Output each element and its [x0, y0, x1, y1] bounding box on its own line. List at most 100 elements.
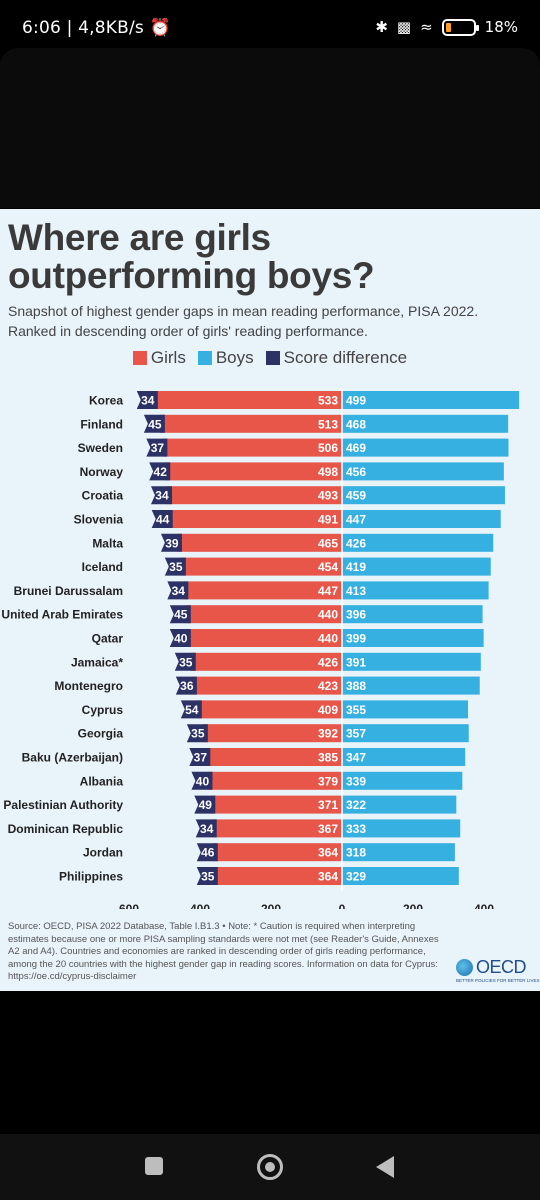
boys-value-label: 499 — [346, 394, 366, 408]
x-tick-label: 200 — [261, 902, 281, 909]
boys-bar — [342, 867, 459, 885]
girls-value-label: 426 — [318, 655, 338, 669]
boys-bar — [342, 748, 466, 766]
girls-bar — [207, 771, 342, 790]
girls-bar — [167, 510, 342, 528]
boys-bar — [342, 605, 483, 624]
status-bar: 6:06 | 4,8KB/s ⏰ ✱ ▩ ≈ 18% — [0, 0, 540, 50]
difference-label: 35 — [201, 870, 215, 884]
boys-bar — [342, 652, 481, 671]
difference-marker — [151, 510, 173, 528]
girls-bar — [159, 414, 342, 433]
legend-label-girls: Girls — [150, 348, 186, 367]
girls-value-label: 498 — [318, 465, 338, 479]
boys-bar — [342, 843, 455, 862]
girls-value-label: 506 — [318, 441, 338, 455]
boys-value-label: 355 — [346, 703, 366, 717]
boys-value-label: 388 — [346, 679, 366, 693]
difference-label: 42 — [154, 465, 168, 479]
boys-bar — [342, 771, 463, 790]
difference-label: 45 — [148, 417, 162, 431]
difference-marker — [191, 771, 213, 790]
back-icon[interactable] — [376, 1156, 394, 1178]
boys-bar — [342, 533, 494, 552]
signal-icon: ▩ — [396, 18, 412, 36]
boys-value-label: 469 — [346, 441, 366, 455]
girls-bar — [152, 391, 342, 409]
legend-label-boys: Boys — [215, 348, 254, 367]
difference-marker — [174, 652, 196, 671]
country-label: Croatia — [82, 489, 124, 503]
difference-label: 34 — [155, 489, 169, 503]
chart-legend: Girls Boys Score difference — [0, 348, 540, 368]
girls-value-label: 513 — [318, 417, 338, 431]
boys-bar — [342, 629, 484, 647]
country-label: Norway — [80, 465, 124, 479]
difference-marker — [195, 819, 217, 838]
home-icon[interactable] — [257, 1154, 283, 1180]
legend-label-difference: Score difference — [283, 348, 408, 367]
girls-value-label: 392 — [318, 727, 338, 741]
boys-value-label: 333 — [346, 822, 366, 836]
difference-marker — [189, 748, 211, 766]
girls-value-label: 364 — [318, 870, 338, 884]
oecd-logo-tagline: BETTER POLICIES FOR BETTER LIVES — [456, 978, 540, 983]
legend-swatch-girls — [132, 351, 147, 365]
boys-value-label: 419 — [346, 560, 366, 574]
girls-value-label: 409 — [318, 703, 338, 717]
boys-bar — [342, 700, 469, 719]
recents-icon[interactable] — [145, 1157, 163, 1175]
chart-title: Where are girls outperforming boys? — [8, 217, 375, 296]
difference-label: 34 — [141, 394, 155, 408]
difference-label: 34 — [172, 584, 186, 598]
difference-label: 39 — [165, 536, 179, 550]
difference-marker — [186, 724, 208, 743]
difference-label: 40 — [174, 632, 188, 646]
oecd-logo: OECD BETTER POLICIES FOR BETTER LIVES — [456, 957, 540, 987]
difference-label: 34 — [200, 822, 214, 836]
difference-marker — [136, 391, 158, 409]
battery-fill — [445, 22, 451, 32]
status-left: 6:06 | 4,8KB/s ⏰ — [22, 18, 171, 38]
difference-label: 35 — [191, 727, 205, 741]
girls-value-label: 367 — [318, 822, 338, 836]
country-label: Sweden — [78, 441, 123, 455]
girls-value-label: 454 — [318, 560, 338, 574]
boys-bar — [342, 819, 461, 838]
x-tick-label: 0 — [339, 902, 346, 909]
oecd-globe-icon — [456, 959, 473, 976]
boys-value-label: 399 — [346, 632, 366, 646]
bluetooth-icon: ✱ — [375, 18, 388, 36]
country-label: Iceland — [82, 560, 123, 574]
girls-value-label: 447 — [318, 584, 338, 598]
legend-swatch-difference — [265, 351, 280, 365]
difference-marker — [150, 486, 172, 505]
country-label: Baku (Azerbaijan) — [22, 751, 123, 765]
boys-value-label: 329 — [346, 870, 366, 884]
difference-marker — [196, 867, 218, 885]
difference-label: 46 — [201, 846, 215, 860]
difference-marker — [146, 438, 168, 457]
difference-label: 49 — [199, 798, 213, 812]
country-label: Albania — [80, 774, 124, 788]
boys-value-label: 322 — [346, 798, 366, 812]
difference-label: 35 — [179, 655, 193, 669]
boys-bar — [342, 462, 504, 481]
x-tick-label: 400 — [190, 902, 210, 909]
infographic-card[interactable]: Where are girls outperforming boys? Snap… — [0, 209, 540, 991]
country-label: Montenegro — [54, 679, 123, 693]
legend-item-difference: Score difference — [265, 348, 408, 368]
country-label: Finland — [80, 417, 123, 431]
girls-bar — [212, 843, 342, 862]
girls-value-label: 465 — [318, 536, 338, 550]
girls-bar — [162, 438, 342, 457]
country-label: Georgia — [78, 727, 124, 741]
difference-marker — [194, 795, 216, 814]
girls-bar — [202, 724, 342, 743]
legend-item-girls: Girls — [132, 348, 186, 368]
oecd-logo-text: OECD — [476, 957, 527, 977]
difference-marker — [180, 700, 202, 719]
country-label: Qatar — [92, 632, 124, 646]
boys-value-label: 413 — [346, 584, 366, 598]
country-label: Dominican Republic — [8, 822, 124, 836]
